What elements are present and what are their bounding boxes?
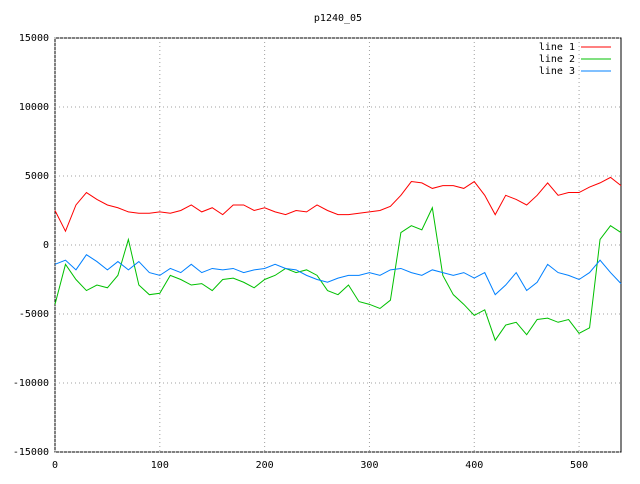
- line-series: [54, 253, 622, 296]
- line-series: [54, 176, 622, 233]
- line-series: [54, 206, 622, 342]
- x-tick-label: 300: [360, 460, 378, 471]
- x-tick-label: 400: [465, 460, 483, 471]
- chart-title: p1240_05: [314, 13, 362, 24]
- y-tick-label: -5000: [19, 309, 49, 320]
- legend-label: line 3: [539, 66, 575, 77]
- y-tick-label: -10000: [13, 378, 49, 389]
- x-tick-label: 0: [52, 460, 58, 471]
- legend-label: line 2: [539, 54, 575, 65]
- y-tick-label: 5000: [25, 171, 49, 182]
- y-tick-label: -15000: [13, 447, 49, 458]
- y-tick-label: 10000: [19, 102, 49, 113]
- y-tick-label: 15000: [19, 33, 49, 44]
- x-tick-label: 500: [570, 460, 588, 471]
- y-tick-label: 0: [43, 240, 49, 251]
- legend-label: line 1: [539, 42, 575, 53]
- x-tick-label: 200: [256, 460, 274, 471]
- x-tick-label: 100: [151, 460, 169, 471]
